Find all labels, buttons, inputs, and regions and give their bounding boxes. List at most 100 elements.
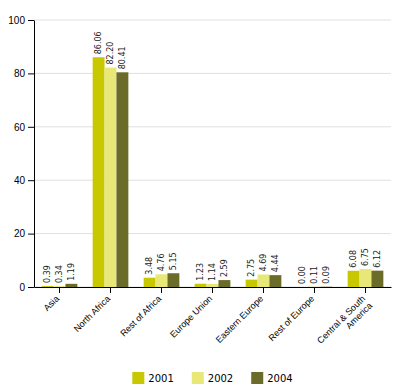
data-label: 6.75 [361,248,370,266]
data-label: 0.09 [322,266,331,284]
bar-series [42,57,360,287]
x-tick-label-line: Rest of Europe [267,294,317,344]
y-tick-label: 40 [14,175,26,186]
data-label: 82.20 [106,42,115,65]
x-tick-label-line: Eastern Europe [214,294,265,345]
bar [54,286,66,287]
legend-label: 2004 [267,373,292,384]
data-label: 80.41 [118,46,127,69]
data-label: 4.44 [271,254,280,272]
x-axis: Asia North AfricaRest of AfricaEurope Uni… [35,287,392,353]
bar [258,274,270,287]
y-tick-mark [28,73,34,74]
y-tick: 20 [14,228,34,239]
x-tick-label: Central & SouthAmerica [315,294,374,353]
y-tick: 100 [8,15,34,26]
legend-label: 2001 [148,373,173,384]
bar [167,273,179,287]
legend-item: 2002 [192,372,233,384]
x-tick-mark [365,287,366,293]
x-tick-label: Rest of Europe [267,294,317,344]
data-label: 0.11 [310,266,319,284]
y-axis-line [34,21,35,288]
x-tick-label-line: Rest of Africa [118,294,163,339]
y-tick-mark [28,127,34,128]
bar [320,286,332,287]
legend-item: 2004 [251,372,292,384]
x-tick-label: North Africa [72,294,112,334]
y-tick-mark [28,287,34,288]
grid [34,20,391,287]
x-tick-label: Europe Union [168,294,214,340]
x-tick-mark [263,287,264,293]
y-tick-label: 100 [8,15,25,26]
y-tick: 60 [14,122,34,133]
y-tick-mark [28,234,34,235]
x-tick-mark [59,287,60,293]
x-tick-label-line: Europe Union [168,294,214,340]
data-label: 0.00 [298,266,307,284]
bar-series [54,68,372,287]
grid-line [34,126,391,127]
x-tick-label-line: North Africa [72,294,112,334]
x-tick: Asia [42,287,61,313]
legend-swatch [132,372,144,384]
x-tick-mark [212,287,213,293]
y-tick: 0 [19,282,34,293]
grid-line [34,20,391,21]
y-tick-mark [28,180,34,181]
chart: 0 20 40 60 80 100 Asia North AfricaRest of Afri… [0,0,401,392]
data-label: 1.23 [196,263,205,281]
data-label: 2.59 [220,259,229,277]
data-label: 6.12 [373,250,382,268]
y-tick-label: 20 [14,228,26,239]
bar [246,280,258,287]
x-tick: Central & SouthAmerica [315,287,374,353]
bar [93,57,105,287]
bar [207,284,219,287]
y-axis: 0 20 40 60 80 100 [8,15,34,293]
bar [371,271,383,287]
data-label: 1.19 [67,263,76,281]
legend: 2001 2002 2004 [132,372,292,384]
bar [105,68,117,287]
x-tick: Eastern Europe [214,287,265,345]
data-label: 5.15 [169,252,178,270]
legend-label: 2002 [208,373,233,384]
x-tick: Rest of Africa [118,287,163,338]
data-label: 4.76 [157,253,166,271]
x-tick-label: Asia [42,294,61,313]
x-tick-mark [314,287,315,293]
bar [144,278,156,287]
x-tick: Europe Union [168,287,214,340]
legend-swatch [192,372,204,384]
bar [360,269,372,287]
data-label: 0.39 [43,265,52,283]
data-label: 4.69 [259,254,268,272]
data-label: 0.34 [55,265,64,283]
bar [195,284,207,287]
x-tick: North Africa [72,287,112,334]
y-tick-mark [28,20,34,21]
data-label: 3.48 [145,257,154,275]
x-tick: Rest of Europe [267,287,317,343]
x-tick-label-line: Asia [42,294,61,313]
legend-item: 2001 [132,372,173,384]
data-labels: 0.3986.063.481.232.750.006.080.3482.204.… [43,31,382,284]
bar [116,72,128,287]
bar [297,287,309,288]
y-tick-label: 80 [14,68,26,79]
bar-series [65,72,383,287]
bar [269,275,281,287]
x-tick-mark [161,287,162,293]
bar [309,286,321,287]
y-tick: 80 [14,68,34,79]
x-tick-label: Rest of Africa [118,294,163,339]
grid-line [34,73,391,74]
y-tick-label: 0 [19,282,25,293]
grid-line [34,233,391,234]
bar [156,274,168,287]
x-tick-label: Eastern Europe [214,294,265,345]
data-label: 86.06 [94,31,103,54]
data-label: 1.14 [208,263,217,281]
